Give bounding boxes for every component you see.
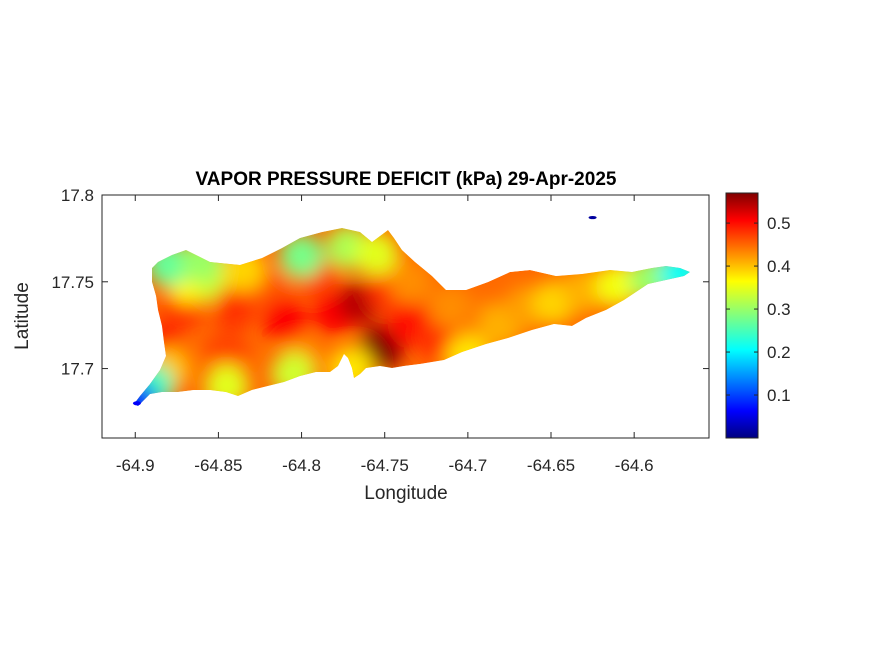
colorbar-ticks: 0.1 0.2 0.3 0.4 0.5 bbox=[726, 214, 791, 405]
field-sample-7 bbox=[262, 298, 307, 342]
x-tick-label: -64.7 bbox=[448, 456, 487, 475]
colorbar-tick-label: 0.4 bbox=[767, 257, 791, 276]
islet-point bbox=[588, 215, 597, 220]
colorbar-tick-label: 0.1 bbox=[767, 386, 791, 405]
x-tick-label: -64.85 bbox=[194, 456, 242, 475]
field-sample-4 bbox=[213, 285, 257, 330]
y-tick-label: 17.7 bbox=[61, 360, 94, 379]
field-sample-22 bbox=[595, 263, 640, 308]
field-sample-16 bbox=[429, 285, 474, 330]
southwest-tip-point bbox=[132, 401, 141, 406]
colorbar bbox=[725, 192, 759, 439]
field-sample-5 bbox=[204, 329, 249, 374]
y-axis-ticks: 17.7 17.75 17.8 bbox=[51, 186, 709, 379]
field-sample-25 bbox=[279, 233, 324, 278]
field-sample-38 bbox=[387, 259, 432, 304]
x-tick-label: -64.8 bbox=[282, 456, 321, 475]
field-sample-21 bbox=[562, 268, 607, 313]
plot-axes-frame bbox=[101, 194, 710, 439]
x-axis-ticks: -64.9 -64.85 -64.8 -64.75 -64.7 -64.65 -64.6 bbox=[116, 195, 654, 475]
chart-title: VAPOR PRESSURE DEFICIT (kPa) 29-Apr-2025 bbox=[196, 169, 617, 190]
y-tick-label: 17.8 bbox=[61, 186, 94, 205]
colorbar-tick-label: 0.3 bbox=[767, 300, 791, 319]
x-axis-label: Longitude bbox=[364, 483, 447, 504]
field-sample-37 bbox=[354, 232, 399, 276]
x-tick-label: -64.9 bbox=[116, 456, 155, 475]
x-tick-label: -64.75 bbox=[361, 456, 409, 475]
x-tick-label: -64.6 bbox=[615, 456, 654, 475]
x-tick-label: -64.65 bbox=[527, 456, 575, 475]
colorbar-tick-label: 0.2 bbox=[767, 343, 791, 362]
y-tick-label: 17.75 bbox=[51, 273, 94, 292]
colorbar-tick-label: 0.5 bbox=[767, 214, 791, 233]
y-axis-label: Latitude bbox=[12, 282, 33, 350]
